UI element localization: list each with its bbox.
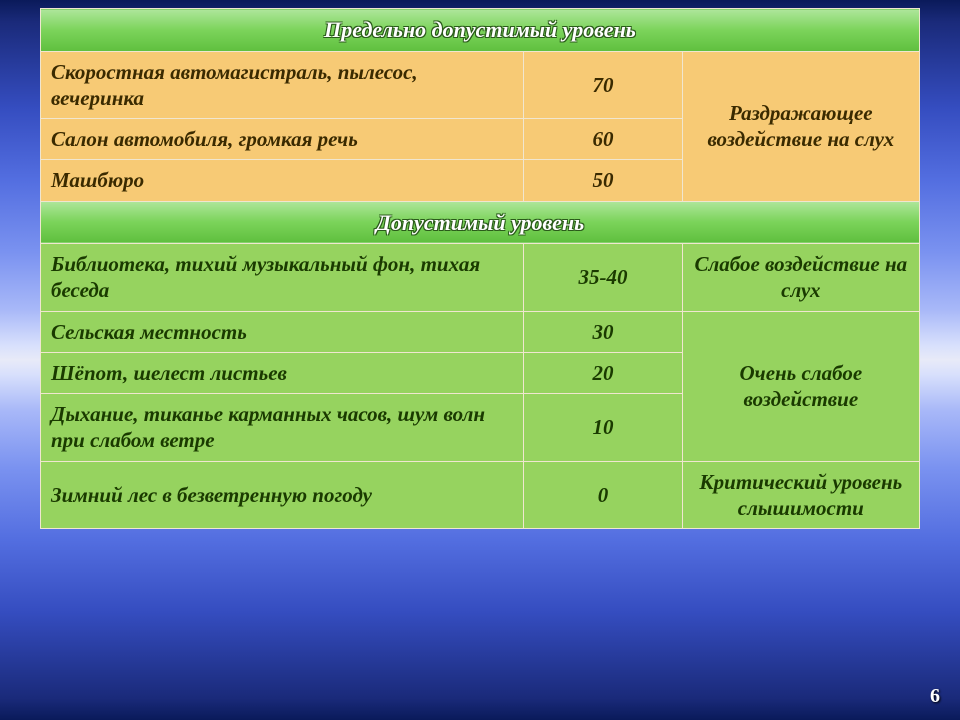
noise-value: 60	[524, 119, 682, 160]
noise-value: 0	[524, 461, 682, 529]
noise-source: Дыхание, тиканье карманных часов, шум во…	[41, 394, 524, 462]
noise-levels-table: Предельно допустимый уровень Скоростная …	[40, 8, 920, 529]
page-number: 6	[930, 685, 940, 708]
noise-effect: Критический уровень слышимости	[682, 461, 919, 529]
noise-effect: Раздражающее воздействие на слух	[682, 51, 919, 201]
noise-value: 30	[524, 311, 682, 352]
noise-source: Библиотека, тихий музыкальный фон, тихая…	[41, 244, 524, 312]
noise-value: 10	[524, 394, 682, 462]
noise-source: Скоростная автомагистраль, пылесос, вече…	[41, 51, 524, 119]
noise-value: 50	[524, 160, 682, 201]
noise-table: Предельно допустимый уровень Скоростная …	[40, 8, 920, 529]
noise-source: Шёпот, шелест листьев	[41, 352, 524, 393]
noise-source: Машбюро	[41, 160, 524, 201]
noise-value: 35-40	[524, 244, 682, 312]
noise-effect: Очень слабое воздействие	[682, 311, 919, 461]
noise-value: 70	[524, 51, 682, 119]
section-header-permissible: Допустимый уровень	[41, 201, 920, 244]
noise-source: Сельская местность	[41, 311, 524, 352]
noise-source: Зимний лес в безветренную погоду	[41, 461, 524, 529]
section-header-max: Предельно допустимый уровень	[41, 9, 920, 52]
noise-effect: Слабое воздействие на слух	[682, 244, 919, 312]
noise-source: Салон автомобиля, громкая речь	[41, 119, 524, 160]
noise-value: 20	[524, 352, 682, 393]
